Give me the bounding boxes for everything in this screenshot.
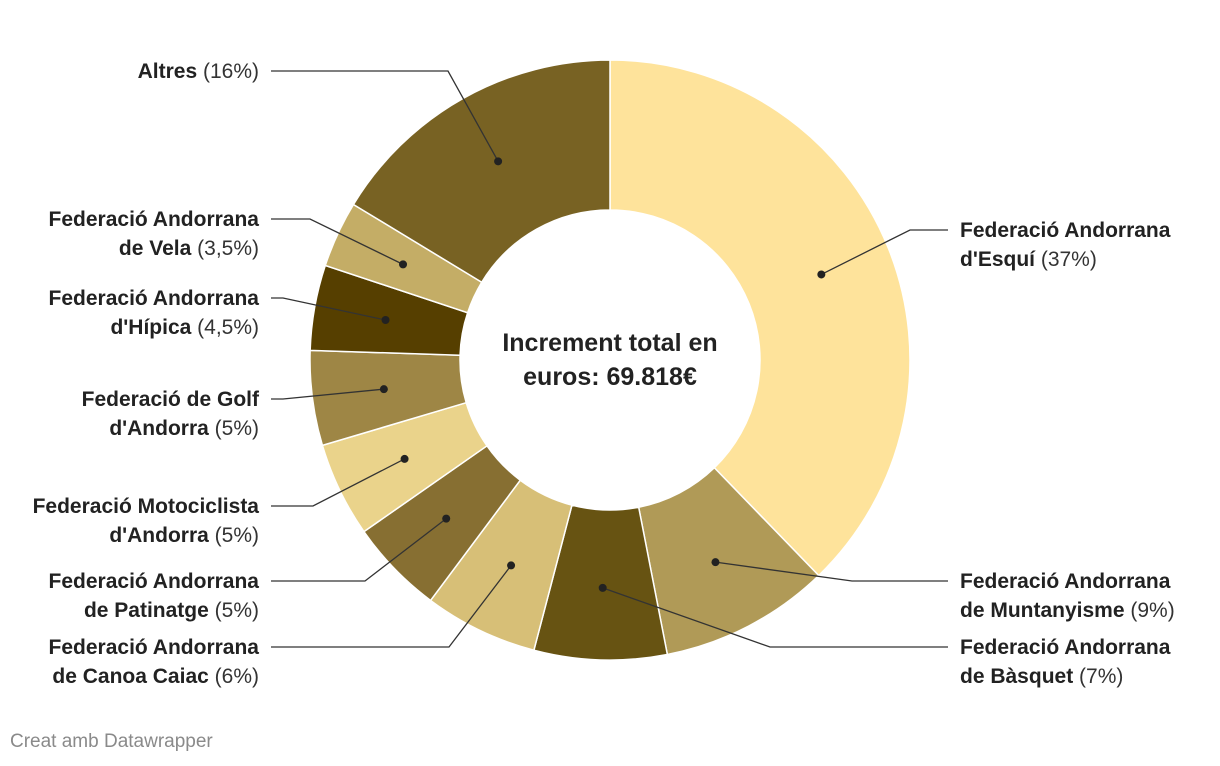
slice-label-federacio-andorrana-de-vela-line-2: de Vela (3,5%) <box>119 237 259 260</box>
slice-label-federacio-motociclista-d-andorra-line-2: d'Andorra (5%) <box>109 524 259 547</box>
leader-line-federacio-andorrana-d-esqui <box>821 229 948 276</box>
slice-label-federacio-andorrana-d-esqui-line-2: d'Esquí (37%) <box>960 248 1097 271</box>
leader-dot-federacio-motociclista-d-andorra <box>400 454 409 463</box>
label-leader-lines <box>271 70 948 648</box>
leader-dot-federacio-andorrana-de-patinatge <box>442 514 451 523</box>
center-label-line-2: euros: 69.818€ <box>523 363 697 391</box>
leader-dot-federacio-andorrana-de-vela <box>399 260 408 269</box>
donut-slices <box>309 59 911 661</box>
leader-dot-federacio-andorrana-d-esqui <box>817 270 826 279</box>
slice-label-federacio-andorrana-de-vela-line-1: Federació Andorrana <box>49 208 260 231</box>
slice-label-federacio-andorrana-de-patinatge-line-1: Federació Andorrana <box>49 570 260 593</box>
leader-line-federacio-andorrana-de-vela <box>271 218 404 265</box>
leader-dot-federacio-andorrana-d-hipica <box>381 316 390 325</box>
slice-label-federacio-andorrana-d-hipica-line-2: d'Hípica (4,5%) <box>110 316 259 339</box>
center-label-line-1: Increment total en <box>502 329 717 357</box>
slice-labels: Federació Andorrana d'Esquí (37%) Federaci… <box>33 60 1175 688</box>
leader-dot-federacio-andorrana-de-muntanyisme <box>711 558 720 567</box>
leader-line-federacio-andorrana-de-muntanyisme <box>715 561 948 582</box>
leader-line-federacio-andorrana-d-hipica <box>271 297 386 321</box>
slice-label-federacio-andorrana-de-patinatge-line-2: de Patinatge (5%) <box>84 599 259 622</box>
slice-label-altres-line-1: Altres (16%) <box>138 60 259 83</box>
slice-label-federacio-de-golf-d-andorra-line-2: d'Andorra (5%) <box>109 417 259 440</box>
slice-label-federacio-andorrana-de-muntanyisme-line-2: de Muntanyisme (9%) <box>960 599 1175 622</box>
leader-line-federacio-motociclista-d-andorra <box>271 458 405 507</box>
slice-label-federacio-motociclista-d-andorra-line-1: Federació Motociclista <box>33 495 260 518</box>
slice-label-federacio-andorrana-d-hipica-line-1: Federació Andorrana <box>49 287 260 310</box>
slice-label-federacio-andorrana-de-basquet-line-2: de Bàsquet (7%) <box>960 665 1123 688</box>
credit-text: Creat amb Datawrapper <box>10 731 213 752</box>
leader-dot-federacio-andorrana-de-canoa-caiac <box>507 561 516 570</box>
leader-line-federacio-andorrana-de-canoa-caiac <box>271 565 512 648</box>
leader-line-altres <box>271 70 499 162</box>
leader-dot-federacio-andorrana-de-basquet <box>598 583 607 592</box>
leader-line-federacio-andorrana-de-patinatge <box>271 518 447 582</box>
slice-label-federacio-andorrana-de-basquet-line-1: Federació Andorrana <box>960 636 1171 659</box>
leader-dot-altres <box>494 157 503 166</box>
slice-label-federacio-andorrana-d-esqui-line-1: Federació Andorrana <box>960 219 1171 242</box>
leader-line-federacio-andorrana-de-basquet <box>602 587 948 648</box>
slice-label-federacio-andorrana-de-canoa-caiac-line-2: de Canoa Caiac (6%) <box>52 665 259 688</box>
leader-line-federacio-de-golf-d-andorra <box>271 388 384 400</box>
slice-altres <box>352 59 611 284</box>
slice-federacio-andorrana-d-esqui <box>609 59 911 577</box>
slice-label-federacio-andorrana-de-muntanyisme-line-1: Federació Andorrana <box>960 570 1171 593</box>
leader-dot-federacio-de-golf-d-andorra <box>379 385 388 394</box>
slice-label-federacio-andorrana-de-canoa-caiac-line-1: Federació Andorrana <box>49 636 260 659</box>
slice-label-federacio-de-golf-d-andorra-line-1: Federació de Golf <box>82 388 260 411</box>
